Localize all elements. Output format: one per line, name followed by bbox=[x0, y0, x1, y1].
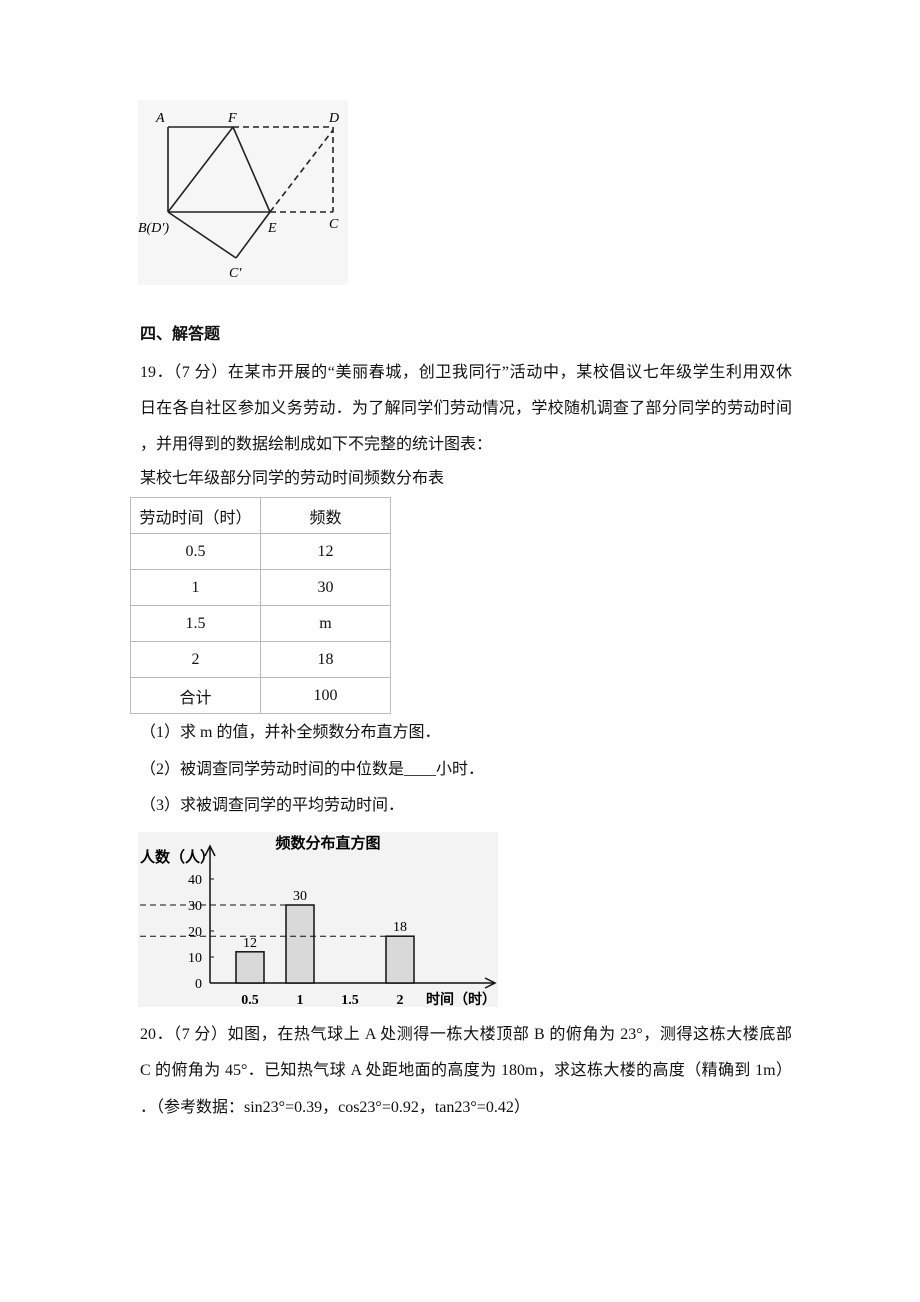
y-tick-label: 30 bbox=[188, 899, 202, 914]
y-axis-arrow bbox=[204, 844, 216, 857]
question-line: C 的俯角为 45°．已知热气球 A 处距地面的高度为 180m，求这栋大楼的高… bbox=[140, 1062, 792, 1079]
point-label: B(D′) bbox=[138, 221, 169, 236]
bar-label: 30 bbox=[293, 889, 307, 904]
table-row: 2 18 bbox=[130, 641, 391, 678]
question-line: ．（参考数据：sin23°=0.39，cos23°=0.92，tan23°=0.… bbox=[140, 1099, 530, 1116]
table-cell: 合计 bbox=[130, 677, 261, 714]
point-label: C bbox=[329, 217, 339, 232]
bar-label: 12 bbox=[243, 936, 257, 951]
point-label: F bbox=[227, 111, 237, 126]
table-row: 1 30 bbox=[130, 569, 391, 606]
x-axis-label: 时间（时） bbox=[426, 991, 496, 1007]
table-cell: 12 bbox=[260, 533, 391, 570]
y-tick-label: 20 bbox=[188, 925, 202, 940]
y-tick-label: 10 bbox=[188, 951, 202, 966]
y-tick-label: 0 bbox=[195, 977, 202, 992]
question-line: ，并用得到的数据绘制成如下不完整的统计图表： bbox=[140, 436, 493, 453]
table-cell: 30 bbox=[260, 569, 391, 606]
question-line: 日在各自社区参加义务劳动．为了解同学们劳动情况，学校随机调查了部分同学的劳动时间 bbox=[140, 400, 792, 417]
chart-title: 频数分布直方图 bbox=[275, 834, 380, 852]
sub-question: （3）求被调查同学的平均劳动时间． bbox=[140, 797, 405, 814]
table-row: 1.5 m bbox=[130, 605, 391, 642]
table-cell: m bbox=[260, 605, 391, 642]
table-cell: 劳动时间（时） bbox=[130, 497, 261, 534]
sub-question: （1）求 m 的值，并补全频数分布直方图． bbox=[140, 724, 441, 741]
table-row: 0.5 12 bbox=[130, 533, 391, 570]
table-cell: 18 bbox=[260, 641, 391, 678]
table-header: 劳动时间（时） 频数 bbox=[130, 497, 391, 534]
x-tick-label: 1.5 bbox=[341, 993, 359, 1007]
table-caption: 某校七年级部分同学的劳动时间频数分布表 bbox=[140, 470, 445, 487]
point-label: A bbox=[155, 111, 165, 126]
figure-lines bbox=[167, 126, 271, 259]
table-row: 合计 100 bbox=[130, 677, 391, 714]
table-cell: 2 bbox=[130, 641, 261, 678]
x-tick-label: 2 bbox=[397, 993, 404, 1007]
chart-background bbox=[138, 832, 498, 1007]
question-line: 20．（7 分）如图，在热气球上 A 处测得一栋大楼顶部 B 的俯角为 23°，… bbox=[140, 1026, 792, 1043]
bar bbox=[385, 935, 415, 984]
figure-background bbox=[138, 100, 348, 285]
y-tick-label: 40 bbox=[188, 873, 202, 888]
bar bbox=[235, 951, 265, 984]
figure-dashed-lines bbox=[233, 126, 334, 213]
table-cell: 频数 bbox=[260, 497, 391, 534]
x-tick-label: 1 bbox=[297, 993, 304, 1007]
question-line: 19．（7 分）在某市开展的“美丽春城，创卫我同行”活动中，某校倡议七年级学生利… bbox=[140, 364, 792, 381]
table-cell: 0.5 bbox=[130, 533, 261, 570]
bar bbox=[285, 904, 315, 984]
table-cell: 1 bbox=[130, 569, 261, 606]
sub-question: （2）被调查同学劳动时间的中位数是____小时． bbox=[140, 761, 485, 778]
y-axis-label: 人数（人） bbox=[140, 848, 215, 866]
point-label: D bbox=[328, 111, 339, 126]
x-tick-label: 0.5 bbox=[241, 993, 259, 1007]
figure-labels: A F D B(D′) E C C′ bbox=[138, 111, 339, 281]
frequency-table: 劳动时间（时） 频数 0.5 12 1 30 1.5 m 2 18 合计 100 bbox=[130, 497, 391, 714]
section-title: 四、解答题 bbox=[140, 326, 221, 343]
bar-label: 18 bbox=[393, 920, 407, 935]
x-axis-arrow bbox=[484, 977, 497, 989]
geometry-figure: A F D B(D′) E C C′ bbox=[138, 100, 348, 285]
point-label: E bbox=[267, 221, 277, 236]
table-cell: 100 bbox=[260, 677, 391, 714]
point-label: C′ bbox=[229, 266, 242, 281]
table-cell: 1.5 bbox=[130, 605, 261, 642]
